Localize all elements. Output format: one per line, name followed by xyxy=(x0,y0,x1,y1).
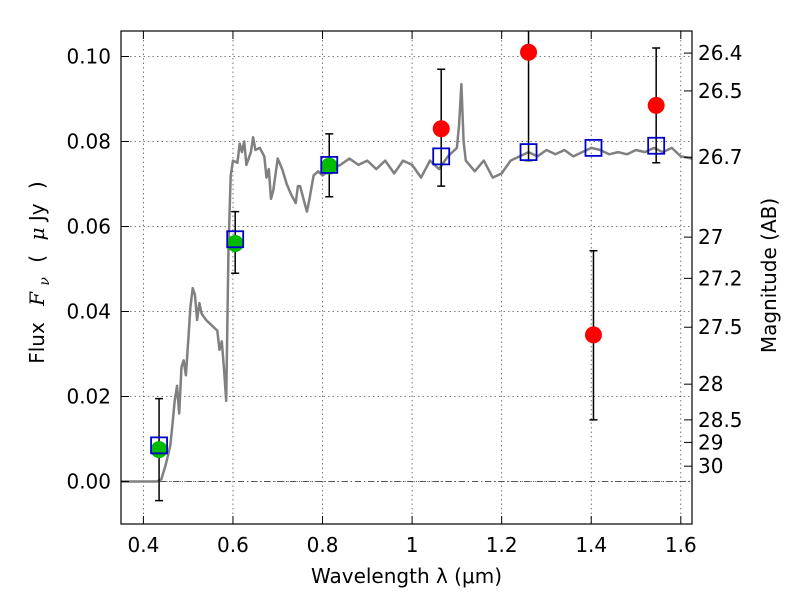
y-axis-label-close-paren: ) xyxy=(25,181,49,189)
y-axis-label: Flux F ν ( μ Jy ) xyxy=(25,181,54,364)
data-marker-circle xyxy=(432,120,450,138)
photometry-points xyxy=(150,31,666,502)
y-tick-label: 0.02 xyxy=(66,385,111,409)
y2-tick-label: 27 xyxy=(698,225,723,249)
y-tick-label: 0.06 xyxy=(66,215,111,239)
x-tick-label: 0.4 xyxy=(127,533,159,557)
model-marker-square xyxy=(647,136,666,155)
model-marker-square xyxy=(150,436,168,455)
x-tick-label: 1.2 xyxy=(486,533,518,557)
x-tick-label: 1.6 xyxy=(665,533,697,557)
y2-tick-label: 27.2 xyxy=(698,266,743,290)
y-axis-label-symbol: F xyxy=(25,291,49,307)
data-marker-circle xyxy=(520,43,538,61)
model-marker-square xyxy=(432,147,451,166)
y2-tick-label: 30 xyxy=(698,454,723,478)
y-axis-label-word: Flux xyxy=(25,322,49,364)
y-tick-label: 0.00 xyxy=(66,470,111,494)
grid xyxy=(121,31,692,524)
model-marker-square xyxy=(584,138,603,157)
y-axis-label-open-paren: ( xyxy=(25,255,49,263)
model-marker-square xyxy=(320,155,339,174)
x-tick-label: 0.6 xyxy=(217,533,249,557)
y2-axis-label: Magnitude (AB) xyxy=(757,198,781,353)
y-tick-label: 0.10 xyxy=(66,45,111,69)
plot-frame xyxy=(120,30,693,525)
y2-tick-label: 26.4 xyxy=(698,41,743,65)
data-marker-circle xyxy=(320,157,338,175)
red-point xyxy=(432,68,450,187)
data-marker-circle xyxy=(150,441,168,459)
axis-ticks xyxy=(121,31,692,524)
y-axis-label-mu: μ xyxy=(25,228,49,241)
y2-tick-label: 28 xyxy=(698,372,723,396)
x-axis-label: Wavelength λ (μm) xyxy=(311,564,502,588)
y-axis-label-subscript: ν xyxy=(37,277,53,286)
model-spectrum xyxy=(121,82,693,483)
y2-tick-label: 26.5 xyxy=(698,79,743,103)
y-tick-label: 0.04 xyxy=(66,300,111,324)
y2-tick-label: 26.7 xyxy=(698,145,743,169)
y2-tick-label: 28.5 xyxy=(698,408,743,432)
green-point xyxy=(150,397,168,502)
x-tick-label: 0.8 xyxy=(307,533,339,557)
data-marker-circle xyxy=(584,326,602,344)
green-point xyxy=(320,133,338,198)
y2-tick-label: 27.5 xyxy=(698,315,743,339)
y-axis-label-unit: Jy xyxy=(25,203,49,223)
x-tick-label: 1 xyxy=(406,533,419,557)
data-marker-circle xyxy=(226,235,244,252)
x-tick-labels: 0.4 0.6 0.8 1 1.2 1.4 1.6 xyxy=(127,533,696,557)
y-tick-labels: 0.00 0.02 0.04 0.06 0.08 0.10 xyxy=(66,45,111,494)
data-marker-circle xyxy=(647,96,665,114)
y-tick-label: 0.08 xyxy=(66,130,111,154)
x-tick-label: 1.4 xyxy=(575,533,607,557)
y2-tick-label: 29 xyxy=(698,430,723,454)
red-point xyxy=(584,249,602,421)
model-marker-square xyxy=(519,143,538,162)
model-marker-square xyxy=(226,230,245,249)
red-point xyxy=(647,47,665,164)
model-spectrum-line xyxy=(121,82,693,483)
